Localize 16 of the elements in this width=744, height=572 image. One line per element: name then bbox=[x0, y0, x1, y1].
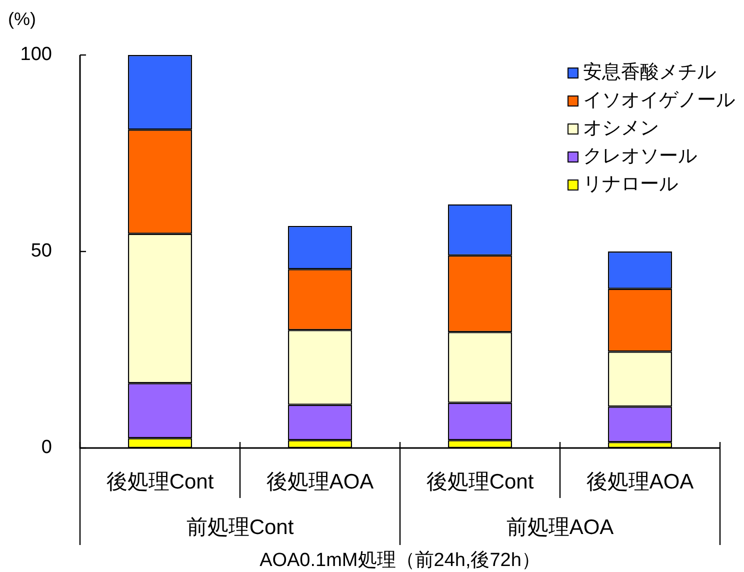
x-tick-label: 後処理Cont bbox=[106, 470, 214, 494]
legend-label: 安息香酸メチル bbox=[583, 61, 716, 84]
text: 前処理Cont bbox=[186, 516, 294, 539]
legend-label: クレオソール bbox=[583, 146, 697, 168]
y-axis-title: (%) bbox=[8, 8, 36, 29]
y-tick-label: 0 bbox=[41, 437, 52, 458]
legend-label: イソオイゲノール bbox=[583, 90, 735, 112]
y-tick-label: 100 bbox=[20, 44, 52, 66]
x-axis-title: AOA0.1mM処理（前24h,後72h） bbox=[260, 550, 540, 572]
x-tick-label: 後処理Cont bbox=[426, 470, 534, 494]
x-tick-label: 後処理AOA bbox=[586, 470, 694, 494]
legend-label: リナロール bbox=[583, 174, 678, 196]
x-tick-label: 後処理AOA bbox=[266, 470, 374, 494]
legend-label: オシメン bbox=[583, 118, 659, 140]
y-tick-label: 50 bbox=[30, 240, 52, 262]
text: 前処理AOA bbox=[506, 516, 614, 539]
